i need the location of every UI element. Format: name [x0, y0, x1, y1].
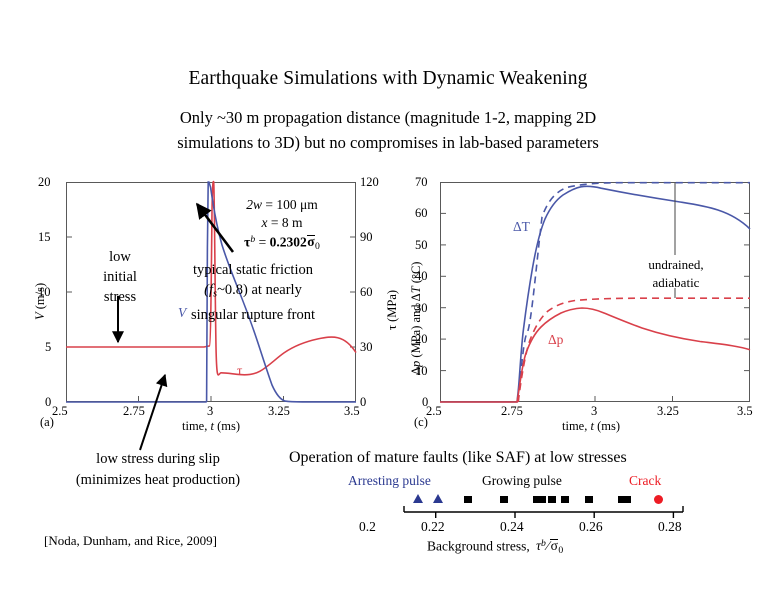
right-chart-xtick-3-25: 3.25: [657, 404, 679, 418]
left-chart-ytick-0: 0: [45, 395, 52, 409]
regime-legend-crack: Crack: [629, 473, 662, 488]
regime-marker-growing-4: [548, 496, 556, 503]
subtitle-line-1: Only ~30 m propagation distance (magnitu…: [179, 108, 597, 127]
left-chart-xtick-2-75: 2.75: [123, 404, 145, 418]
annotation-static-friction: typical static friction (fs~0.8) at near…: [149, 260, 357, 325]
left-chart-curve-label-v: V: [178, 305, 187, 320]
regime-marker-growing-1: [464, 496, 472, 503]
right-chart-ytick-50: 50: [415, 238, 428, 252]
right-chart-ytick-70: 70: [415, 175, 428, 189]
right-chart-ytick-60: 60: [415, 206, 428, 220]
right-chart-xtick-2-5: 2.5: [426, 404, 442, 418]
param-2w: 2w = 100 μm: [246, 197, 318, 212]
left-chart-curve-label-tau: τ: [237, 363, 243, 378]
left-chart-y2tick-120: 120: [360, 175, 379, 189]
regime-marker-growing-2: [500, 496, 508, 503]
regime-marker-growing-3: [533, 496, 546, 503]
regime-legend-arresting-pulse: Arresting pulse: [348, 473, 431, 488]
regime-marker-arresting-2: [433, 494, 443, 503]
left-chart-y2tick-0: 0: [360, 395, 367, 409]
left-chart-ytick-10: 10: [38, 285, 51, 299]
right-chart-panel-id: (c): [414, 415, 428, 429]
right-chart-curve-label-dp: Δp: [548, 332, 564, 347]
annotation-friction-line-2: (fs~0.8) at nearly: [204, 282, 302, 300]
left-chart-xtick-3-5: 3.5: [344, 404, 360, 418]
regime-legend-growing-pulse: Growing pulse: [482, 473, 562, 488]
right-chart-x-axis-label: time, t (ms): [562, 419, 620, 433]
regime-tick-0-24: 0.24: [500, 519, 524, 534]
regime-heading: Operation of mature faults (like SAF) at…: [289, 449, 627, 466]
left-chart-x-axis-label: time, t (ms): [182, 419, 240, 433]
right-chart-ytick-40: 40: [415, 269, 428, 283]
left-chart-parameters: 2w = 100 μm x = 8 m τb = 0.2302σ0: [222, 196, 342, 255]
param-tau-b: τb = 0.2302σ0: [244, 234, 320, 252]
annotation-low-stress-during-slip: low stress during slip (minimizes heat p…: [75, 451, 241, 488]
right-chart-ytick-0: 0: [422, 395, 429, 409]
regime-tick-0-20: 0.2: [359, 519, 376, 534]
regime-marker-growing-7: [618, 496, 631, 503]
arrow-static-friction: [195, 202, 235, 253]
page-subtitle: Only ~30 m propagation distance (magnitu…: [108, 105, 668, 155]
regime-tick-0-28: 0.28: [658, 519, 682, 534]
arrow-low-stress-during-slip: [139, 373, 168, 451]
right-chart-xtick-3: 3: [591, 404, 598, 418]
regime-axis-label: Background stress, τb∕ σ0: [427, 538, 564, 556]
subtitle-line-2: simulations to 3D) but no compromises in…: [177, 133, 599, 152]
right-chart-ytick-30: 30: [415, 301, 428, 315]
annotation-low-initial-stress: low initial stress: [103, 249, 137, 305]
left-chart-ytick-15: 15: [38, 230, 51, 244]
left-chart-y2tick-30: 30: [360, 340, 373, 354]
left-chart-xtick-2-5: 2.5: [52, 404, 68, 418]
left-chart-panel-id: (a): [40, 415, 54, 429]
left-chart-y2tick-90: 90: [360, 230, 373, 244]
regime-marker-crack: [654, 495, 663, 504]
left-chart-xtick-3-25: 3.25: [268, 404, 290, 418]
annotation-undrained-adiabatic: undrained, adiabatic: [648, 257, 704, 290]
right-chart-ytick-20: 20: [415, 332, 428, 346]
left-chart-ytick-20: 20: [38, 175, 51, 189]
regime-tick-0-26: 0.26: [579, 519, 603, 534]
right-chart-xtick-2-75: 2.75: [501, 404, 523, 418]
regime-marker-growing-5: [561, 496, 569, 503]
left-chart-xtick-3: 3: [207, 404, 214, 418]
left-chart-y2tick-60: 60: [360, 285, 373, 299]
left-chart-ytick-5: 5: [45, 340, 52, 354]
right-chart-xtick-3-5: 3.5: [737, 404, 753, 418]
regime-tick-0-22: 0.22: [421, 519, 445, 534]
right-chart-ytick-10: 10: [415, 364, 428, 378]
right-chart-curve-label-dt: ΔT: [513, 219, 530, 234]
regime-marker-growing-6: [585, 496, 593, 503]
regime-marker-arresting-1: [413, 494, 423, 503]
page-title: Earthquake Simulations with Dynamic Weak…: [188, 68, 588, 89]
citation: [Noda, Dunham, and Rice, 2009]: [44, 533, 217, 548]
param-x: x = 8 m: [261, 214, 303, 230]
